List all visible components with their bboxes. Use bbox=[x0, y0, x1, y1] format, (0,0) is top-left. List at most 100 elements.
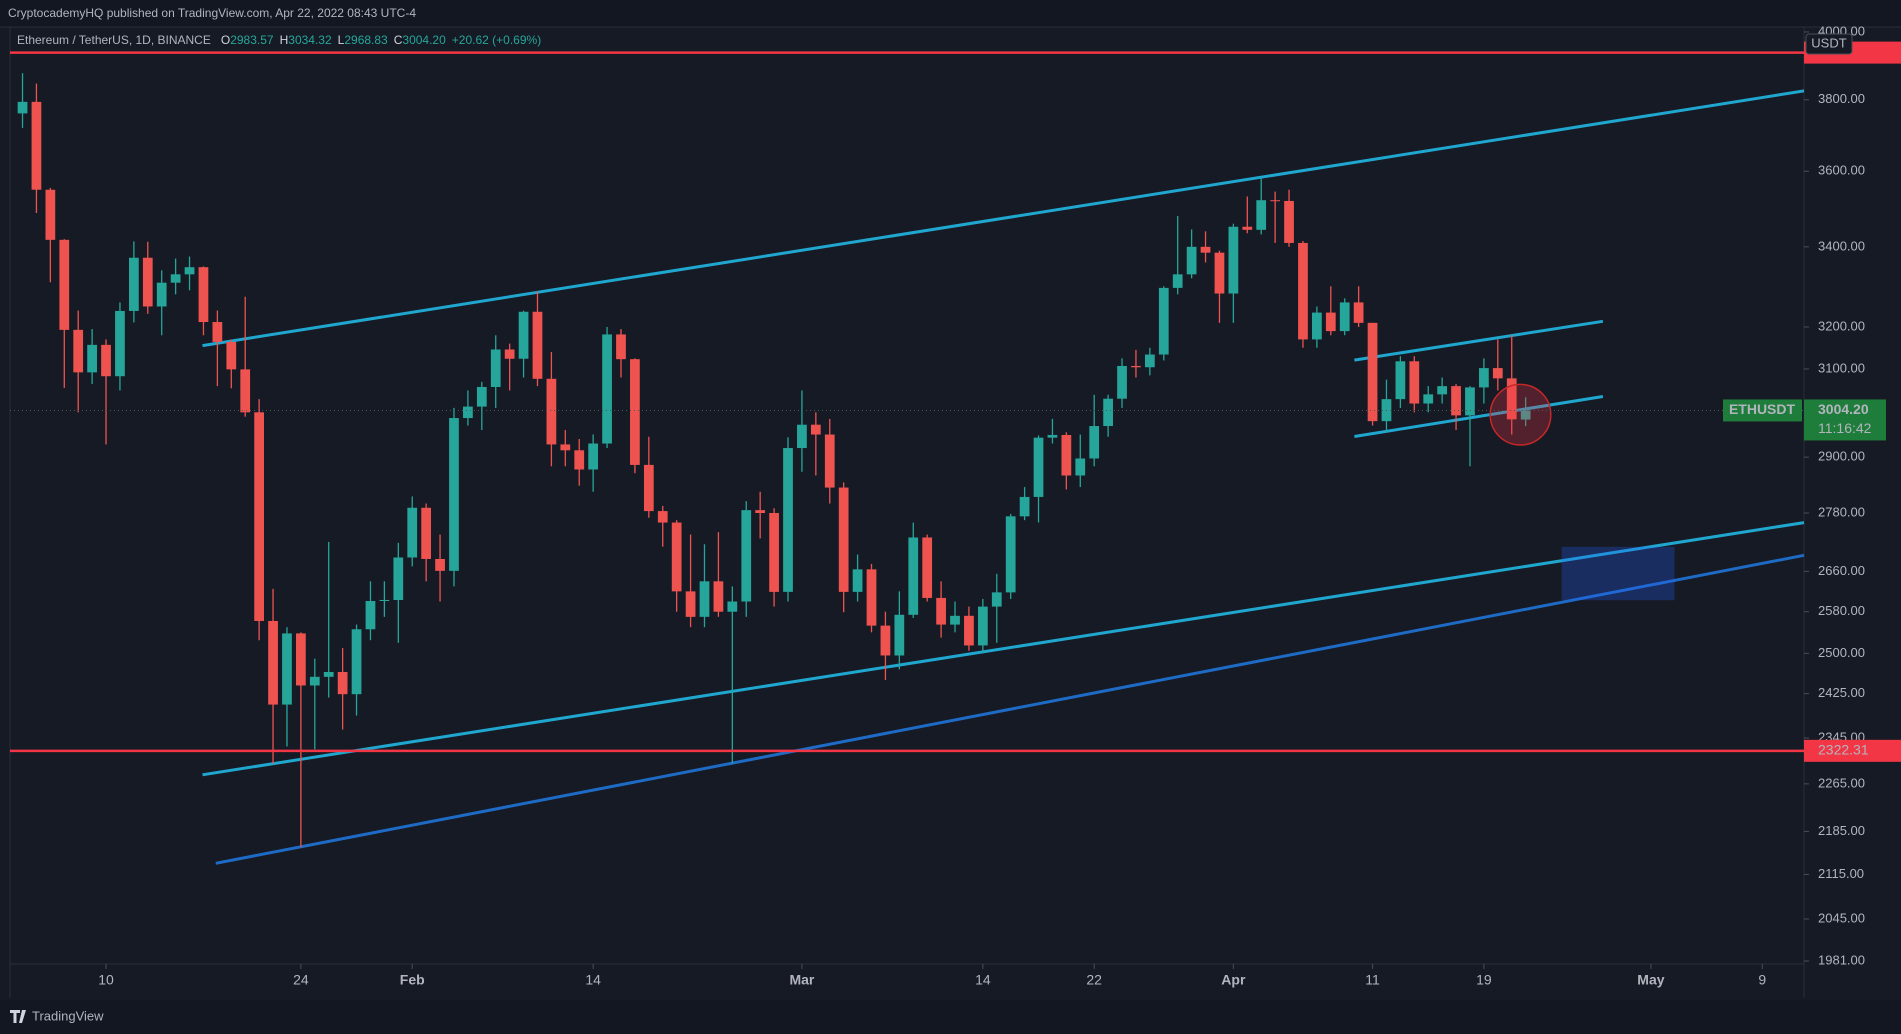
y-tick-label: 2425.00 bbox=[1818, 685, 1865, 700]
legend-value: 3034.32 bbox=[288, 33, 332, 47]
candle-body bbox=[212, 322, 223, 342]
candle-body bbox=[630, 359, 640, 465]
currency-label: USDT bbox=[1811, 35, 1846, 50]
symbol-tag bbox=[1723, 399, 1802, 422]
y-tick-label: 3400.00 bbox=[1818, 238, 1865, 253]
candle-body bbox=[1186, 246, 1197, 275]
candle-body bbox=[616, 334, 626, 360]
candle-body bbox=[184, 267, 195, 275]
last-price-label: 3004.20 bbox=[1818, 401, 1869, 417]
candle-body bbox=[365, 600, 376, 630]
candle-body bbox=[31, 101, 42, 190]
trend-line bbox=[1354, 395, 1604, 438]
candles bbox=[17, 73, 1531, 848]
candle-body bbox=[1353, 302, 1364, 323]
candle-body bbox=[727, 601, 738, 612]
x-tick-label: 14 bbox=[975, 972, 991, 988]
candle-body bbox=[643, 464, 654, 512]
candle-body bbox=[685, 591, 696, 617]
candle-body bbox=[1492, 368, 1503, 379]
candle-body bbox=[866, 569, 877, 626]
candle-body bbox=[1451, 386, 1461, 416]
symbol-label: ETHUSDT bbox=[1729, 401, 1796, 417]
level-tag bbox=[1804, 739, 1901, 762]
candle-body bbox=[588, 443, 599, 470]
candle-body bbox=[17, 101, 28, 114]
candle-body bbox=[713, 581, 724, 612]
candle-body bbox=[1465, 387, 1475, 416]
candle-body bbox=[741, 510, 752, 602]
candle-body bbox=[560, 444, 571, 451]
x-tick-label: May bbox=[1637, 972, 1664, 988]
brand-name: TradingView bbox=[32, 1008, 104, 1023]
candle-body bbox=[156, 282, 167, 307]
candle-body bbox=[964, 615, 974, 646]
candle-body bbox=[783, 448, 793, 592]
candle-body bbox=[894, 614, 905, 656]
candle-body bbox=[769, 512, 779, 592]
candle-body bbox=[1131, 365, 1141, 368]
candle-body bbox=[1144, 354, 1155, 368]
candle-body bbox=[407, 507, 418, 558]
candle-body bbox=[797, 424, 807, 449]
candle-body bbox=[421, 507, 432, 559]
candle-body bbox=[1395, 361, 1406, 400]
candle-body bbox=[824, 434, 835, 488]
candle-body bbox=[45, 189, 56, 240]
candle-body bbox=[268, 620, 278, 705]
candle-body bbox=[880, 625, 891, 656]
candle-body bbox=[504, 349, 515, 359]
candle-body bbox=[1228, 226, 1239, 294]
candle-body bbox=[435, 558, 445, 571]
candle-body bbox=[393, 557, 404, 600]
candle-body bbox=[532, 311, 543, 379]
candle-body bbox=[323, 671, 334, 677]
candle-body bbox=[115, 310, 125, 377]
y-tick-label: 3600.00 bbox=[1818, 163, 1865, 178]
candle-body bbox=[1075, 458, 1086, 476]
zone-rectangle bbox=[1561, 546, 1675, 601]
candle-body bbox=[810, 424, 821, 435]
candle-body bbox=[198, 267, 209, 323]
y-tick-label: 2660.00 bbox=[1818, 563, 1865, 578]
candle-body bbox=[1103, 398, 1113, 427]
currency-box bbox=[1805, 33, 1853, 55]
legend-key: H bbox=[280, 33, 289, 47]
x-tick-label: 9 bbox=[1758, 972, 1766, 988]
candle-body bbox=[574, 450, 585, 470]
y-tick-label: 2580.00 bbox=[1818, 603, 1865, 618]
candle-body bbox=[1033, 437, 1044, 497]
x-tick-label: Apr bbox=[1221, 972, 1246, 988]
candle-body bbox=[476, 386, 487, 407]
candle-body bbox=[1284, 200, 1294, 243]
candle-body bbox=[1158, 287, 1169, 355]
legend-key: C bbox=[394, 33, 403, 47]
candle-body bbox=[337, 671, 348, 695]
candle-body bbox=[449, 418, 459, 571]
countdown-label: 11:16:42 bbox=[1818, 420, 1872, 436]
candle-body bbox=[351, 629, 362, 695]
legend-value: 2983.57 bbox=[230, 33, 274, 47]
candle-body bbox=[1047, 434, 1058, 438]
legend-title: Ethereum / TetherUS, 1D, BINANCE bbox=[17, 33, 211, 47]
candle-body bbox=[1270, 200, 1280, 202]
trend-line bbox=[1354, 319, 1604, 362]
candle-body bbox=[922, 537, 933, 598]
x-tick-label: 22 bbox=[1086, 972, 1102, 988]
candle-body bbox=[296, 633, 306, 686]
y-tick-label: 2045.00 bbox=[1818, 910, 1865, 925]
candle-body bbox=[1312, 312, 1322, 340]
candle-body bbox=[1339, 302, 1350, 332]
y-tick-label: 2900.00 bbox=[1818, 449, 1865, 464]
trend-line bbox=[215, 553, 1805, 865]
y-tick-label: 3800.00 bbox=[1818, 91, 1865, 106]
candle-body bbox=[1117, 365, 1127, 399]
legend-value: 3004.20 bbox=[402, 33, 446, 47]
candle-body bbox=[1506, 378, 1517, 420]
brand-logo bbox=[10, 1010, 26, 1023]
candle-body bbox=[226, 341, 237, 370]
candle-body bbox=[991, 592, 1002, 607]
